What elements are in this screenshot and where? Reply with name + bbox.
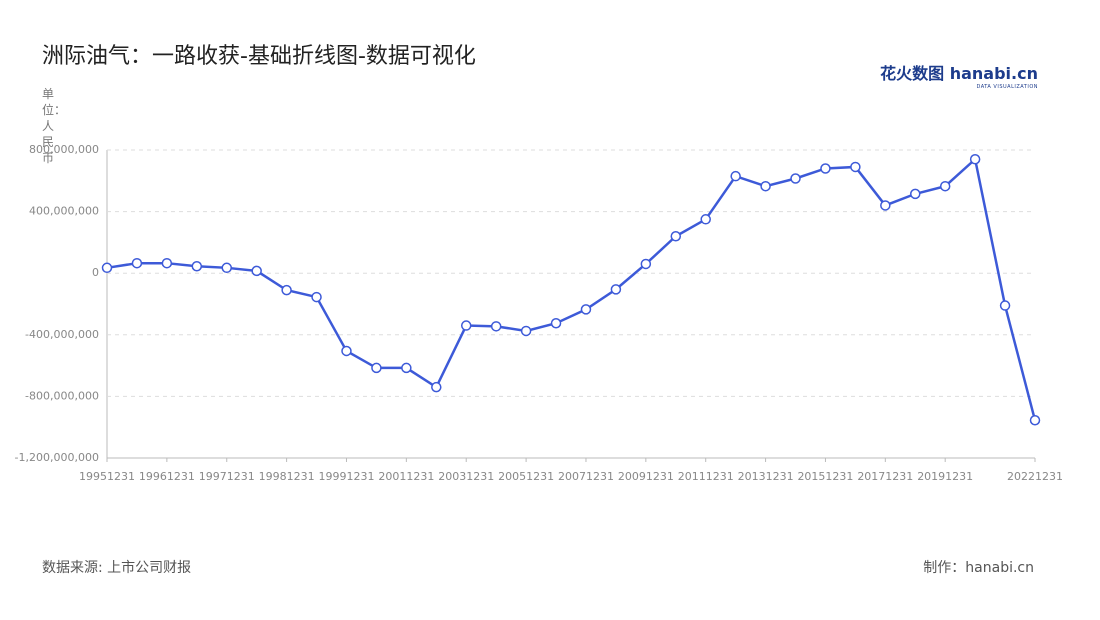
x-tick-label: 20091231 (618, 470, 674, 483)
x-tick-label: 19991231 (318, 470, 374, 483)
y-tick-label: -400,000,000 (25, 328, 99, 341)
data-point (401, 362, 412, 374)
y-tick-label: -800,000,000 (25, 389, 99, 402)
y-axis-label: 单位：人民币 (42, 87, 67, 165)
x-tick-label: 19971231 (199, 470, 255, 483)
data-point (999, 300, 1011, 311)
data-point (1029, 415, 1041, 426)
x-tick-label: 19961231 (139, 470, 195, 483)
logo: 花火数图 hanabi.cn DATA VISUALIZATION (880, 60, 1038, 90)
x-tick-label: 20191231 (917, 470, 973, 483)
data-point (760, 180, 771, 192)
data-point (101, 262, 113, 274)
credit: 制作：hanabi.cn (923, 560, 1034, 576)
y-tick-label: 0 (92, 266, 99, 279)
x-tick-label: 20031231 (438, 470, 494, 483)
y-tick-label: 800,000,000 (29, 143, 99, 156)
data-point (610, 284, 622, 295)
data-point (910, 188, 921, 200)
data-point (221, 262, 232, 274)
x-tick-label: 19981231 (259, 470, 315, 483)
data-point (371, 362, 382, 374)
data-point (670, 230, 682, 242)
data-point (700, 214, 711, 225)
data-point (341, 345, 352, 357)
logo-subtitle: DATA VISUALIZATION (976, 84, 1038, 90)
data-point (850, 161, 861, 173)
data-point (311, 291, 322, 303)
data-point (281, 284, 292, 296)
x-tick-label: 20131231 (738, 470, 794, 483)
data-point (490, 321, 502, 332)
x-tick-label: 20051231 (498, 470, 554, 483)
data-point (550, 318, 562, 329)
y-tick-label: -1,200,000,000 (15, 451, 99, 464)
x-tick-label: 20151231 (797, 470, 853, 483)
x-tick-label: 20071231 (558, 470, 614, 483)
data-point (580, 304, 592, 315)
data-point (191, 261, 203, 272)
data-point (640, 258, 652, 270)
data-point (820, 163, 831, 174)
x-tick-label: 20221231 (1007, 470, 1063, 483)
data-point (880, 200, 891, 211)
series-line (106, 156, 1037, 421)
data-point (251, 265, 262, 277)
data-point (460, 320, 472, 331)
data-point (161, 257, 173, 269)
x-tick-label: 19951231 (79, 470, 135, 483)
logo-text: 花火数图 hanabi.cn (880, 64, 1038, 83)
data-point (431, 381, 442, 393)
data-point (520, 325, 532, 337)
x-tick-label: 20011231 (378, 470, 434, 483)
x-tick-label: 20171231 (857, 470, 913, 483)
data-point (790, 173, 801, 184)
data-point (969, 153, 981, 165)
chart-title: 洲际油气：一路收获-基础折线图-数据可视化 (42, 44, 476, 69)
y-tick-label: 400,000,000 (29, 205, 99, 218)
data-point (131, 257, 143, 269)
source-note: 数据来源: 上市公司财报 (42, 560, 192, 576)
data-point (730, 170, 741, 182)
data-point (939, 180, 951, 192)
x-tick-label: 20111231 (678, 470, 734, 483)
